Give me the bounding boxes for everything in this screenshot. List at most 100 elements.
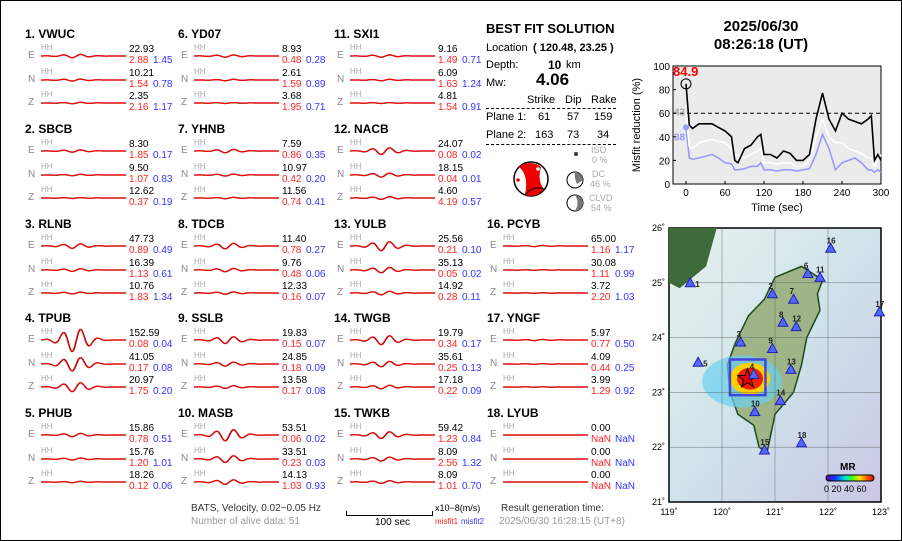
waveform-trace <box>194 78 279 81</box>
misfit1-value: 0.86 <box>282 150 302 161</box>
channel-label: HH <box>194 233 206 242</box>
channel-label: HH <box>503 469 515 478</box>
synthetic-waveform <box>41 53 126 59</box>
misfit2-value: 0.20 <box>153 386 173 397</box>
mw-label: Mw: <box>486 77 507 89</box>
peak-amplitude: 17.18 <box>438 375 464 386</box>
misfit2-value: 0.71 <box>306 102 326 113</box>
white-start-label: 43 <box>674 108 686 119</box>
peak-amplitude: 24.85 <box>282 351 308 363</box>
misfit1-value: 0.16 <box>282 292 302 303</box>
misfit2-value: 0.25 <box>615 362 635 374</box>
filter-info: BATS, Velocity, 0.02−0.05 Hz <box>191 503 321 514</box>
station-title: 16. PCYB <box>487 217 541 231</box>
channel-label: HH <box>503 422 515 431</box>
waveform-trace <box>41 267 126 272</box>
lat-tick-label: 24˚ <box>652 333 665 343</box>
time-scale-bar <box>346 511 433 516</box>
misfit1-value: 1.01 <box>438 481 458 492</box>
waveform-trace <box>350 335 435 346</box>
component-label: Z <box>181 192 188 203</box>
misfit2-value: 0.08 <box>153 362 173 374</box>
waveform-trace <box>194 360 279 367</box>
component-label: E <box>28 240 35 251</box>
waveform-trace <box>194 428 279 442</box>
component-label: N <box>181 263 189 275</box>
peak-amplitude: 10.21 <box>129 67 155 79</box>
misfit1-value: 0.25 <box>438 362 458 374</box>
component-label: N <box>28 168 36 180</box>
waveform-trace <box>350 171 435 178</box>
misfit2-value: NaN <box>615 457 636 469</box>
station-number: 6 <box>804 261 809 270</box>
waveform-trace <box>194 54 279 58</box>
component-label: N <box>337 452 345 464</box>
misfit1-value: 1.95 <box>282 102 302 113</box>
peak-amplitude: 33.51 <box>282 446 308 458</box>
alive-count: Number of alive data: 51 <box>191 516 300 527</box>
misfit1-value: 2.88 <box>129 55 149 66</box>
peak-amplitude: 9.50 <box>129 162 149 174</box>
synthetic-waveform <box>194 454 279 463</box>
waveform-trace <box>41 480 126 484</box>
waveform-trace <box>503 338 588 342</box>
misfit2-value: 0.09 <box>306 362 326 374</box>
synthetic-waveform <box>194 172 279 177</box>
waveform-trace <box>41 197 126 200</box>
station-triangle-icon <box>824 242 837 253</box>
component-label: Z <box>490 476 497 487</box>
synthetic-waveform <box>350 78 435 81</box>
lon-tick-label: 122˚ <box>819 507 837 517</box>
synthetic-waveform <box>194 428 279 442</box>
depth-label: Depth: <box>486 59 519 71</box>
waveform-trace <box>350 102 435 105</box>
component-label: E <box>181 50 188 61</box>
peak-amplitude: 0.00 <box>591 423 611 434</box>
synthetic-waveform <box>350 172 435 178</box>
misfit1-value: 0.44 <box>591 362 611 374</box>
station-number: 7 <box>790 287 795 296</box>
component-label: Z <box>181 476 188 487</box>
misfit1-value: 0.77 <box>591 339 611 350</box>
misfit2-value: 1.17 <box>153 102 173 113</box>
blue-start-marker <box>683 124 689 131</box>
station-number: 8 <box>779 310 784 319</box>
waveform-trace <box>350 455 435 462</box>
clvd-value: 54 % <box>591 203 612 213</box>
mr-series-line <box>685 83 882 165</box>
misfit1-value: 1.83 <box>129 292 149 303</box>
channel-label: HH <box>194 445 206 455</box>
lat-tick-label: 26˚ <box>652 223 665 233</box>
station-title: 12. NACB <box>334 122 389 136</box>
component-label: Z <box>28 97 35 108</box>
component-label: E <box>490 240 497 251</box>
peak-amplitude: 10.76 <box>129 281 155 292</box>
synthetic-waveform <box>350 54 435 58</box>
misfit1-value: 0.17 <box>282 386 302 397</box>
misfit2-value: 1.03 <box>615 292 635 303</box>
synthetic-waveform <box>194 102 279 105</box>
peak-amplitude: 2.61 <box>282 67 302 79</box>
peak-amplitude: 24.07 <box>438 139 464 150</box>
station-number: 2 <box>768 282 773 291</box>
depth-value: 10 <box>548 58 562 72</box>
header-strike: Strike <box>527 94 556 106</box>
waveform-trace <box>350 290 435 296</box>
synthetic-waveform <box>194 385 279 390</box>
y-tick-label: 80 <box>659 86 671 97</box>
station-number: 15 <box>760 438 769 447</box>
peak-amplitude: 11.40 <box>282 234 307 245</box>
event-date: 2025/06/30 <box>723 18 799 35</box>
misfit2-value: 0.06 <box>153 481 173 492</box>
channel-label: HH <box>194 422 206 431</box>
station-number: 9 <box>768 337 773 346</box>
synthetic-waveform <box>350 360 435 367</box>
waveform-trace <box>41 173 126 176</box>
synthetic-waveform <box>350 196 435 201</box>
component-label: E <box>181 145 188 156</box>
station-triangle-icon <box>692 356 704 367</box>
misfit2-value: 0.07 <box>306 292 326 303</box>
y-tick-label: 20 <box>659 156 671 167</box>
station-triangle-icon <box>802 267 814 278</box>
waveform-trace <box>194 291 279 295</box>
